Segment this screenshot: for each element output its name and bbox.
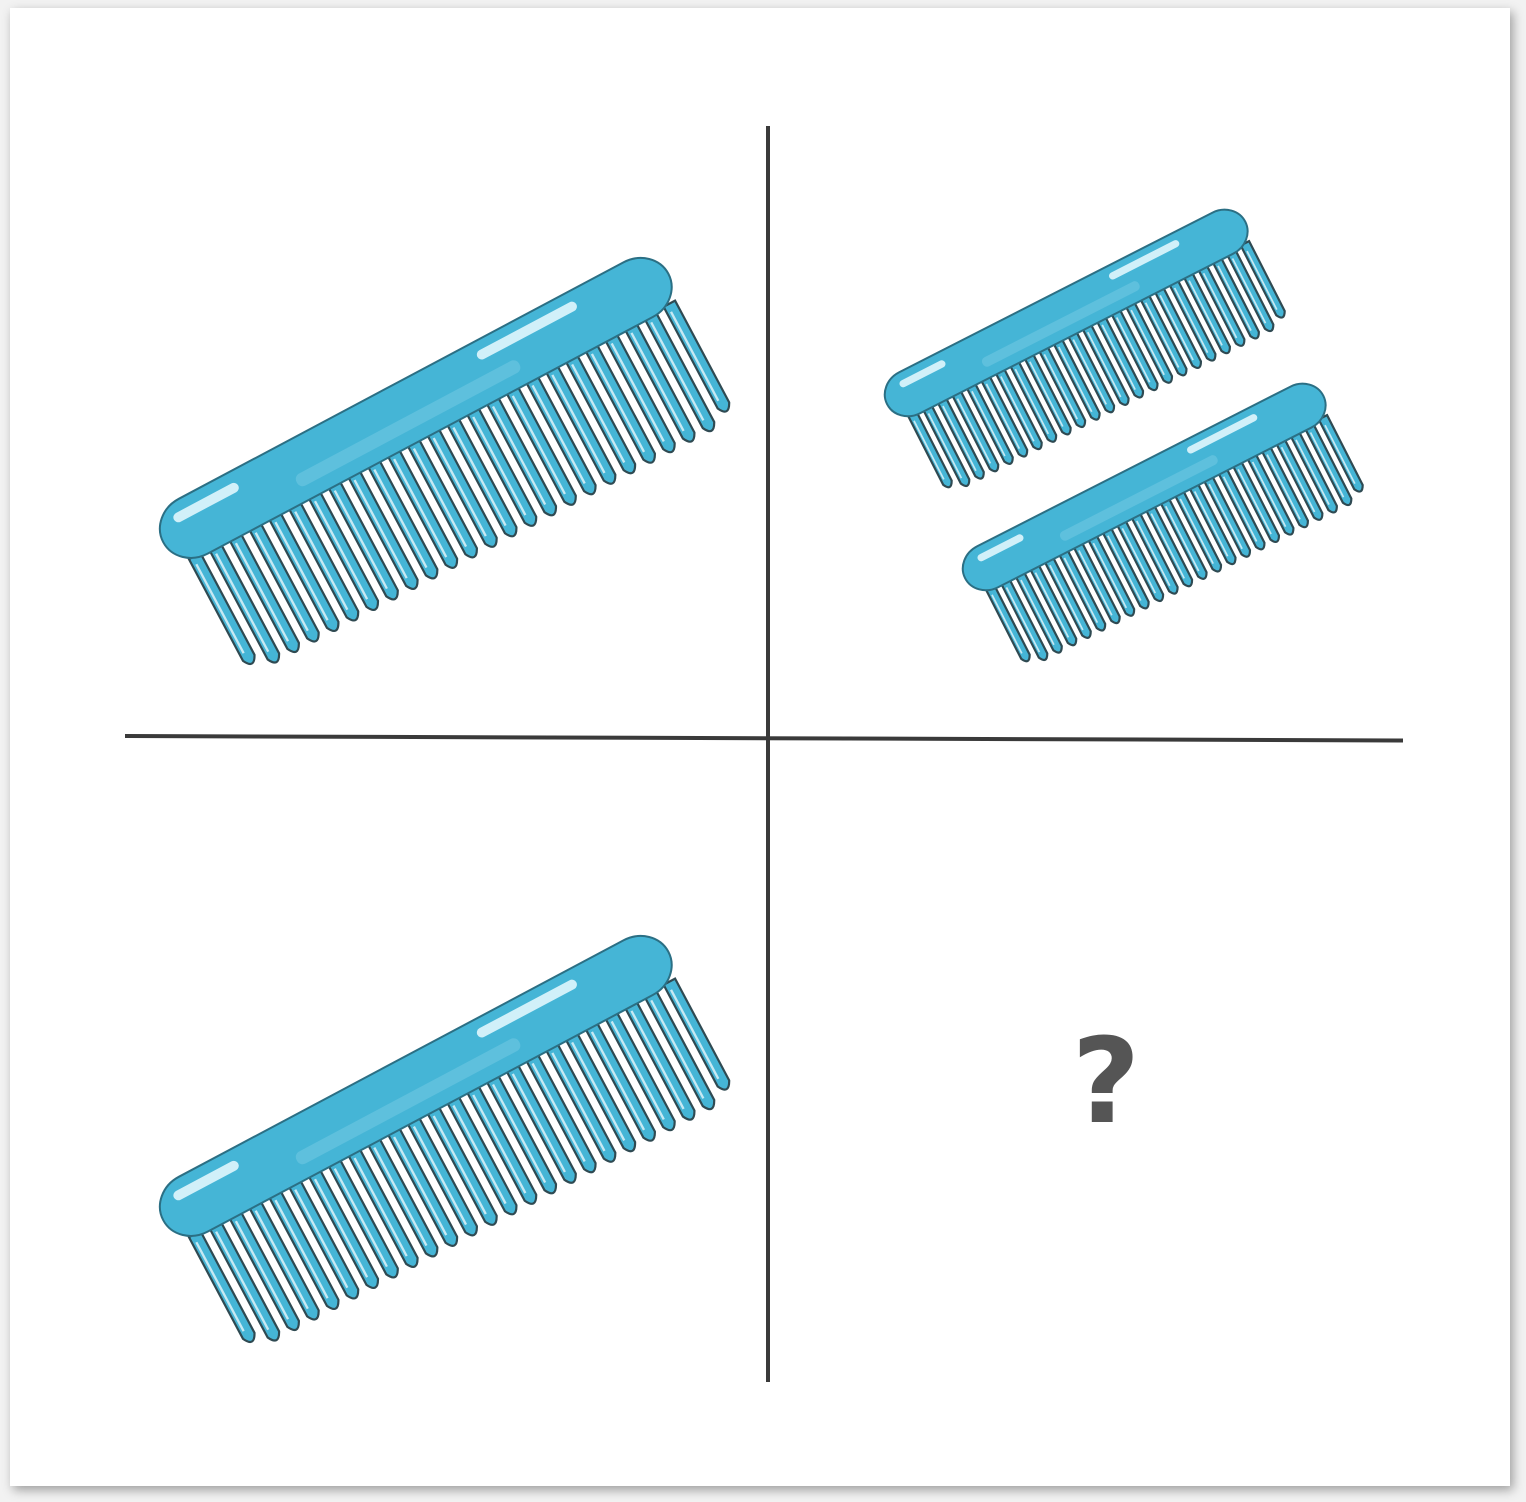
comb-body <box>158 934 731 1344</box>
question-mark: ? <box>1071 1012 1141 1150</box>
comb-icon-top-left <box>158 256 731 666</box>
comb-body <box>961 382 1364 663</box>
vertical-divider <box>766 126 770 1382</box>
comb-spine <box>961 382 1327 592</box>
comb-body <box>883 208 1286 489</box>
puzzle-card <box>10 8 1510 1486</box>
comb-body <box>158 256 731 666</box>
comb-spine <box>158 934 673 1237</box>
comb-icon-top-right-upper <box>883 208 1286 489</box>
comb-spine <box>158 256 673 559</box>
comb-spine <box>883 208 1249 418</box>
comb-icon-top-right-lower <box>961 382 1364 663</box>
comb-icon-bottom-left <box>158 934 731 1344</box>
